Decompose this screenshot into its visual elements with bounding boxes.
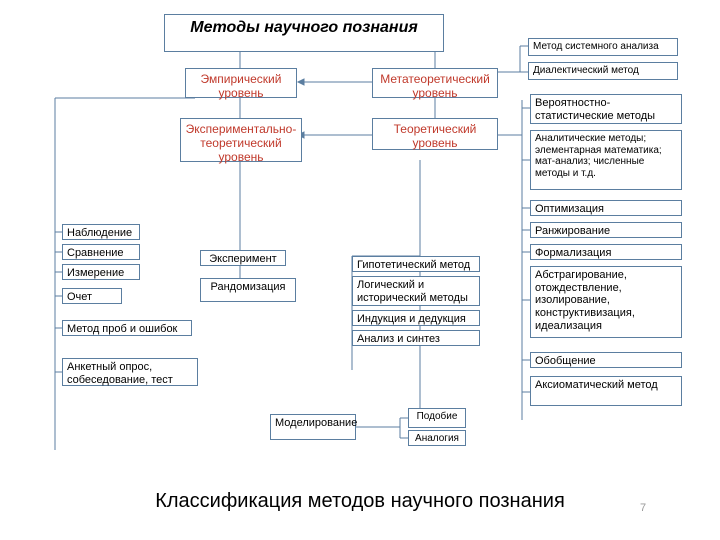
method-survey: Анкетный опрос, собеседование, тест xyxy=(62,358,198,386)
method-modeling: Моделирование xyxy=(270,414,356,440)
method-logic-hist: Логический и исторический методы xyxy=(352,276,480,306)
level-metatheoretical: Метатеоретический уровень xyxy=(372,68,498,98)
level-exp-theoretical: Экспериментально-теоретический уровень xyxy=(180,118,302,162)
diagram-canvas: { "title": "Методы научного познания", "… xyxy=(0,0,720,540)
level-empirical: Эмпирический уровень xyxy=(185,68,297,98)
method-systemic: Метод системного анализа xyxy=(528,38,678,56)
method-counting: Очет xyxy=(62,288,122,304)
method-abstraction: Абстрагирование, отождествление, изолиро… xyxy=(530,266,682,338)
method-trial-error: Метод проб и ошибок xyxy=(62,320,192,336)
method-measurement: Измерение xyxy=(62,264,140,280)
method-experiment: Эксперимент xyxy=(200,250,286,266)
method-randomization: Рандомизация xyxy=(200,278,296,302)
method-generalization: Обобщение xyxy=(530,352,682,368)
method-hypothesis: Гипотетический метод xyxy=(352,256,480,272)
method-ranking: Ранжирование xyxy=(530,222,682,238)
method-dialectic: Диалектический метод xyxy=(528,62,678,80)
method-comparison: Сравнение xyxy=(62,244,140,260)
method-analysis: Анализ и синтез xyxy=(352,330,480,346)
method-axiomatic: Аксиоматический метод xyxy=(530,376,682,406)
method-optimization: Оптимизация xyxy=(530,200,682,216)
method-observation: Наблюдение xyxy=(62,224,140,240)
page-number: 7 xyxy=(640,502,646,514)
method-analogy: Аналогия xyxy=(408,430,466,446)
method-induction: Индукция и дедукция xyxy=(352,310,480,326)
method-analytical: Аналитические методы; элементарная матем… xyxy=(530,130,682,190)
caption: Классификация методов научного познания xyxy=(0,490,720,513)
method-similarity: Подобие xyxy=(408,408,466,428)
method-probabilistic: Вероятностно-статистические методы xyxy=(530,94,682,124)
level-theoretical: Теоретический уровень xyxy=(372,118,498,150)
title-box: Методы научного познания xyxy=(164,14,444,52)
method-formalization: Формализация xyxy=(530,244,682,260)
